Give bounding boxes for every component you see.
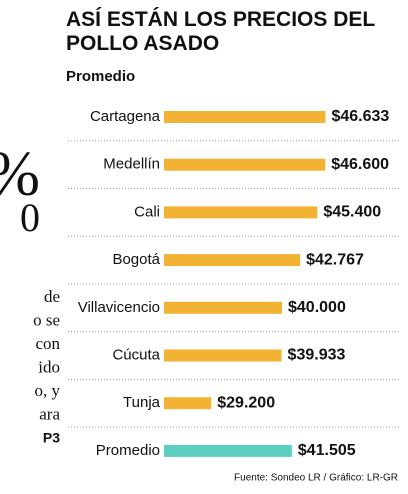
fragment: o se [33,310,60,329]
fragment: con [35,334,60,353]
value-label: $42.767 [306,251,364,268]
value-label: $45.400 [323,204,381,221]
bar [164,206,318,219]
category-label: Medellín [103,156,160,173]
category-label: Promedio [96,442,160,459]
category-label: Villavicencio [78,299,160,316]
value-label: $41.505 [298,442,356,459]
category-label: Cartagena [90,108,161,125]
chart-title: ASÍ ESTÁN LOS PRECIOS DEL POLLO ASADO [66,8,375,55]
value-label: $29.200 [217,394,275,411]
bar [164,254,301,267]
value-label: $46.600 [331,156,389,173]
fragment: ara [39,404,60,423]
category-label: Cúcuta [112,346,160,363]
fragment: 0 [20,195,40,240]
category-label: Cali [134,203,160,220]
chart-subtitle: Promedio [66,68,135,85]
fragment: ido [38,357,60,376]
value-label: $40.000 [288,299,346,316]
bar [164,301,282,314]
bar [164,397,212,410]
bar [164,349,282,362]
value-label: $39.933 [288,347,346,364]
bar [164,444,292,457]
fragment: o, y [35,381,61,400]
fragment: % [0,138,40,209]
value-label: $46.633 [331,108,389,125]
fragment: P3 [43,430,60,446]
bar [164,158,326,171]
fragment: de [44,287,60,306]
source: Fuente: Sondeo LR / Gráfico: LR-GR [234,473,398,484]
category-label: Tunja [123,394,161,411]
category-label: Bogotá [112,251,160,268]
bar [164,111,326,123]
